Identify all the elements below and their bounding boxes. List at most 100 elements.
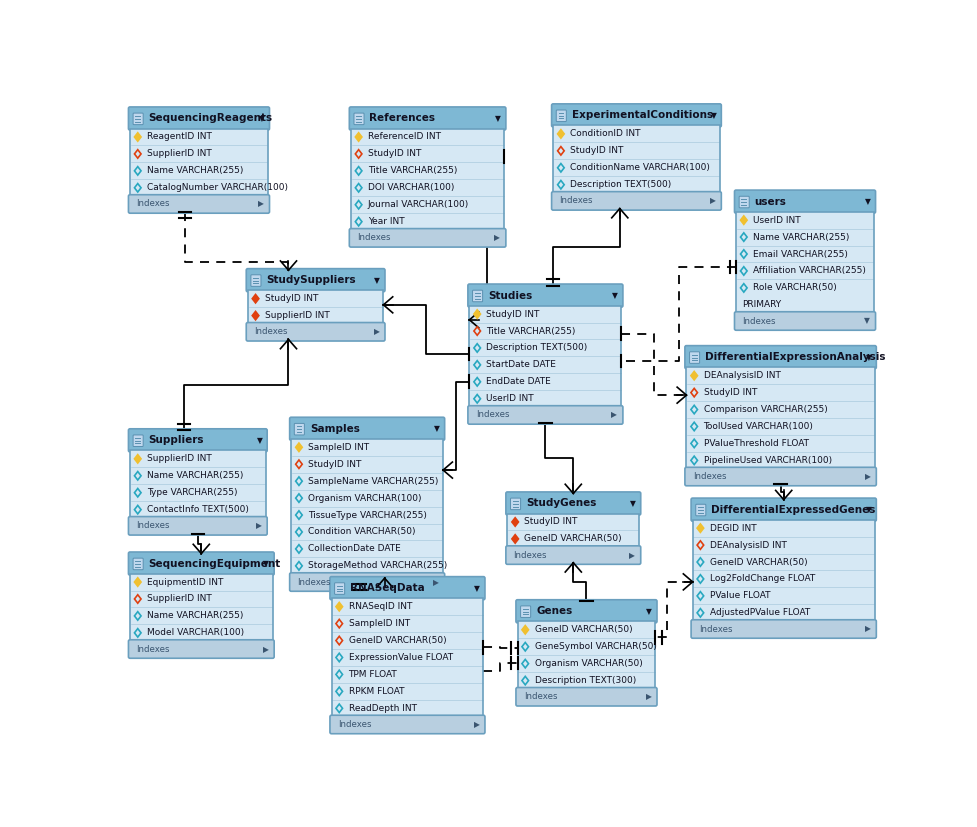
- Text: Title VARCHAR(255): Title VARCHAR(255): [486, 327, 575, 336]
- FancyBboxPatch shape: [133, 113, 143, 125]
- Text: SequencingEquipment: SequencingEquipment: [149, 558, 280, 568]
- Text: ▼: ▼: [864, 317, 870, 326]
- FancyBboxPatch shape: [130, 451, 266, 519]
- FancyBboxPatch shape: [251, 275, 261, 286]
- Polygon shape: [134, 133, 141, 141]
- Text: Year INT: Year INT: [367, 218, 404, 226]
- Text: Description TEXT(500): Description TEXT(500): [570, 180, 671, 189]
- Text: ConditionName VARCHAR(100): ConditionName VARCHAR(100): [570, 163, 709, 172]
- Text: Journal VARCHAR(100): Journal VARCHAR(100): [367, 200, 469, 209]
- FancyBboxPatch shape: [128, 517, 267, 535]
- Text: ▶: ▶: [255, 521, 261, 530]
- FancyBboxPatch shape: [349, 228, 505, 247]
- Text: SampleID INT: SampleID INT: [308, 442, 369, 452]
- Text: ▶: ▶: [864, 472, 870, 481]
- Text: RNASeqData: RNASeqData: [350, 583, 424, 593]
- Text: ▼: ▼: [865, 505, 871, 514]
- FancyBboxPatch shape: [128, 194, 270, 213]
- Text: ExpressionValue FLOAT: ExpressionValue FLOAT: [348, 653, 452, 662]
- FancyBboxPatch shape: [351, 128, 504, 230]
- Polygon shape: [336, 602, 342, 611]
- FancyBboxPatch shape: [684, 467, 875, 485]
- FancyBboxPatch shape: [130, 574, 273, 641]
- FancyBboxPatch shape: [294, 423, 304, 435]
- Text: Type VARCHAR(255): Type VARCHAR(255): [147, 488, 237, 497]
- Text: Name VARCHAR(255): Name VARCHAR(255): [752, 232, 849, 241]
- Text: SupplierID INT: SupplierID INT: [147, 150, 212, 159]
- FancyBboxPatch shape: [734, 190, 874, 213]
- Text: RPKM FLOAT: RPKM FLOAT: [348, 687, 404, 696]
- Text: StudyGenes: StudyGenes: [526, 499, 596, 509]
- Text: GeneID VARCHAR(50): GeneID VARCHAR(50): [709, 557, 806, 566]
- Polygon shape: [252, 294, 259, 303]
- Text: GeneID VARCHAR(50): GeneID VARCHAR(50): [524, 534, 621, 543]
- Text: Indexes: Indexes: [692, 472, 725, 481]
- Text: GeneSymbol VARCHAR(50): GeneSymbol VARCHAR(50): [534, 643, 656, 651]
- Text: DEAnalysisID INT: DEAnalysisID INT: [709, 541, 786, 550]
- Text: Name VARCHAR(255): Name VARCHAR(255): [147, 611, 243, 620]
- Text: ▼: ▼: [374, 275, 380, 284]
- Text: Indexes: Indexes: [475, 410, 509, 419]
- Polygon shape: [295, 443, 302, 452]
- Text: PRIMARY: PRIMARY: [742, 300, 781, 309]
- Text: ▶: ▶: [263, 644, 269, 653]
- Text: References: References: [369, 113, 435, 123]
- Text: Organism VARCHAR(50): Organism VARCHAR(50): [534, 659, 642, 668]
- FancyBboxPatch shape: [692, 519, 873, 621]
- FancyBboxPatch shape: [291, 439, 443, 574]
- Text: ▶: ▶: [258, 199, 264, 208]
- Text: GeneID VARCHAR(50): GeneID VARCHAR(50): [534, 625, 631, 634]
- Text: ▼: ▼: [256, 436, 262, 445]
- FancyBboxPatch shape: [686, 367, 873, 469]
- Text: StudyID INT: StudyID INT: [265, 294, 318, 304]
- Text: StudySuppliers: StudySuppliers: [266, 275, 356, 285]
- Polygon shape: [740, 216, 746, 224]
- FancyBboxPatch shape: [516, 687, 657, 706]
- Text: DifferentialExpressedGenes: DifferentialExpressedGenes: [710, 504, 874, 514]
- Text: Indexes: Indexes: [136, 199, 170, 208]
- Text: DEAnalysisID INT: DEAnalysisID INT: [702, 371, 780, 380]
- Text: Indexes: Indexes: [699, 624, 732, 633]
- FancyBboxPatch shape: [128, 552, 274, 575]
- Text: Indexes: Indexes: [559, 196, 592, 205]
- Text: Affiliation VARCHAR(255): Affiliation VARCHAR(255): [752, 266, 865, 275]
- Text: ▶: ▶: [709, 196, 715, 205]
- Text: Indexes: Indexes: [357, 233, 390, 242]
- FancyBboxPatch shape: [695, 504, 705, 516]
- Text: CollectionDate DATE: CollectionDate DATE: [308, 544, 401, 553]
- Text: Genes: Genes: [535, 606, 572, 616]
- Text: DifferentialExpressionAnalysis: DifferentialExpressionAnalysis: [704, 352, 884, 362]
- FancyBboxPatch shape: [331, 598, 483, 717]
- Text: Studies: Studies: [488, 290, 531, 300]
- Polygon shape: [252, 312, 259, 320]
- Polygon shape: [522, 625, 528, 634]
- FancyBboxPatch shape: [691, 619, 875, 638]
- FancyBboxPatch shape: [551, 192, 721, 210]
- FancyBboxPatch shape: [128, 640, 274, 658]
- FancyBboxPatch shape: [247, 290, 383, 324]
- Text: Indexes: Indexes: [523, 692, 557, 701]
- FancyBboxPatch shape: [553, 126, 719, 194]
- Text: Model VARCHAR(100): Model VARCHAR(100): [147, 629, 244, 638]
- Text: ▶: ▶: [645, 692, 651, 701]
- Text: SupplierID INT: SupplierID INT: [265, 311, 329, 320]
- FancyBboxPatch shape: [128, 107, 270, 130]
- Text: ▼: ▼: [263, 559, 269, 568]
- FancyBboxPatch shape: [517, 621, 655, 689]
- Text: EndDate DATE: EndDate DATE: [486, 377, 551, 386]
- Text: RNASeqID INT: RNASeqID INT: [348, 602, 411, 611]
- Text: ▼: ▼: [646, 607, 652, 616]
- Text: TPM FLOAT: TPM FLOAT: [348, 670, 397, 679]
- FancyBboxPatch shape: [329, 715, 485, 734]
- FancyBboxPatch shape: [516, 600, 657, 623]
- Text: ▼: ▼: [865, 352, 871, 361]
- FancyBboxPatch shape: [739, 196, 748, 208]
- Text: StorageMethod VARCHAR(255): StorageMethod VARCHAR(255): [308, 562, 447, 571]
- Polygon shape: [557, 130, 564, 138]
- Text: ReagentID INT: ReagentID INT: [147, 132, 212, 141]
- Text: DEGID INT: DEGID INT: [709, 523, 755, 533]
- Text: Role VARCHAR(50): Role VARCHAR(50): [752, 284, 836, 293]
- Text: Name VARCHAR(255): Name VARCHAR(255): [147, 166, 243, 175]
- Text: Organism VARCHAR(100): Organism VARCHAR(100): [308, 494, 421, 503]
- Text: StudyID INT: StudyID INT: [702, 388, 756, 397]
